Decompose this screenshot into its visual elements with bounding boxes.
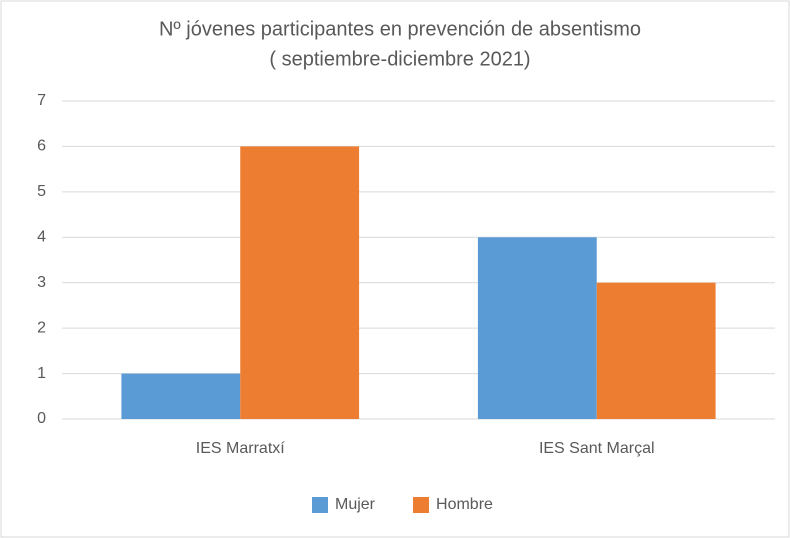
y-tick-label: 3 [37, 274, 46, 291]
y-tick-label: 2 [37, 319, 46, 336]
y-tick-label: 5 [37, 183, 46, 200]
bar [240, 146, 360, 419]
legend-swatch [312, 497, 328, 513]
legend-label: Mujer [335, 496, 376, 513]
legend-swatch [413, 497, 430, 513]
chart-subtitle: ( septiembre-diciembre 2021) [269, 48, 530, 70]
bar [121, 373, 241, 419]
bar [477, 237, 597, 419]
y-tick-label: 4 [37, 229, 46, 246]
x-tick-label: IES Marratxí [196, 440, 285, 457]
y-tick-label: 7 [37, 92, 46, 109]
bar [596, 282, 716, 419]
legend-label: Hombre [436, 496, 493, 513]
chart-title: Nº jóvenes participantes en prevención d… [159, 18, 641, 40]
y-tick-label: 6 [37, 138, 46, 155]
x-tick-label: IES Sant Marçal [539, 440, 655, 457]
y-tick-label: 0 [37, 410, 46, 427]
y-tick-label: 1 [37, 365, 46, 382]
